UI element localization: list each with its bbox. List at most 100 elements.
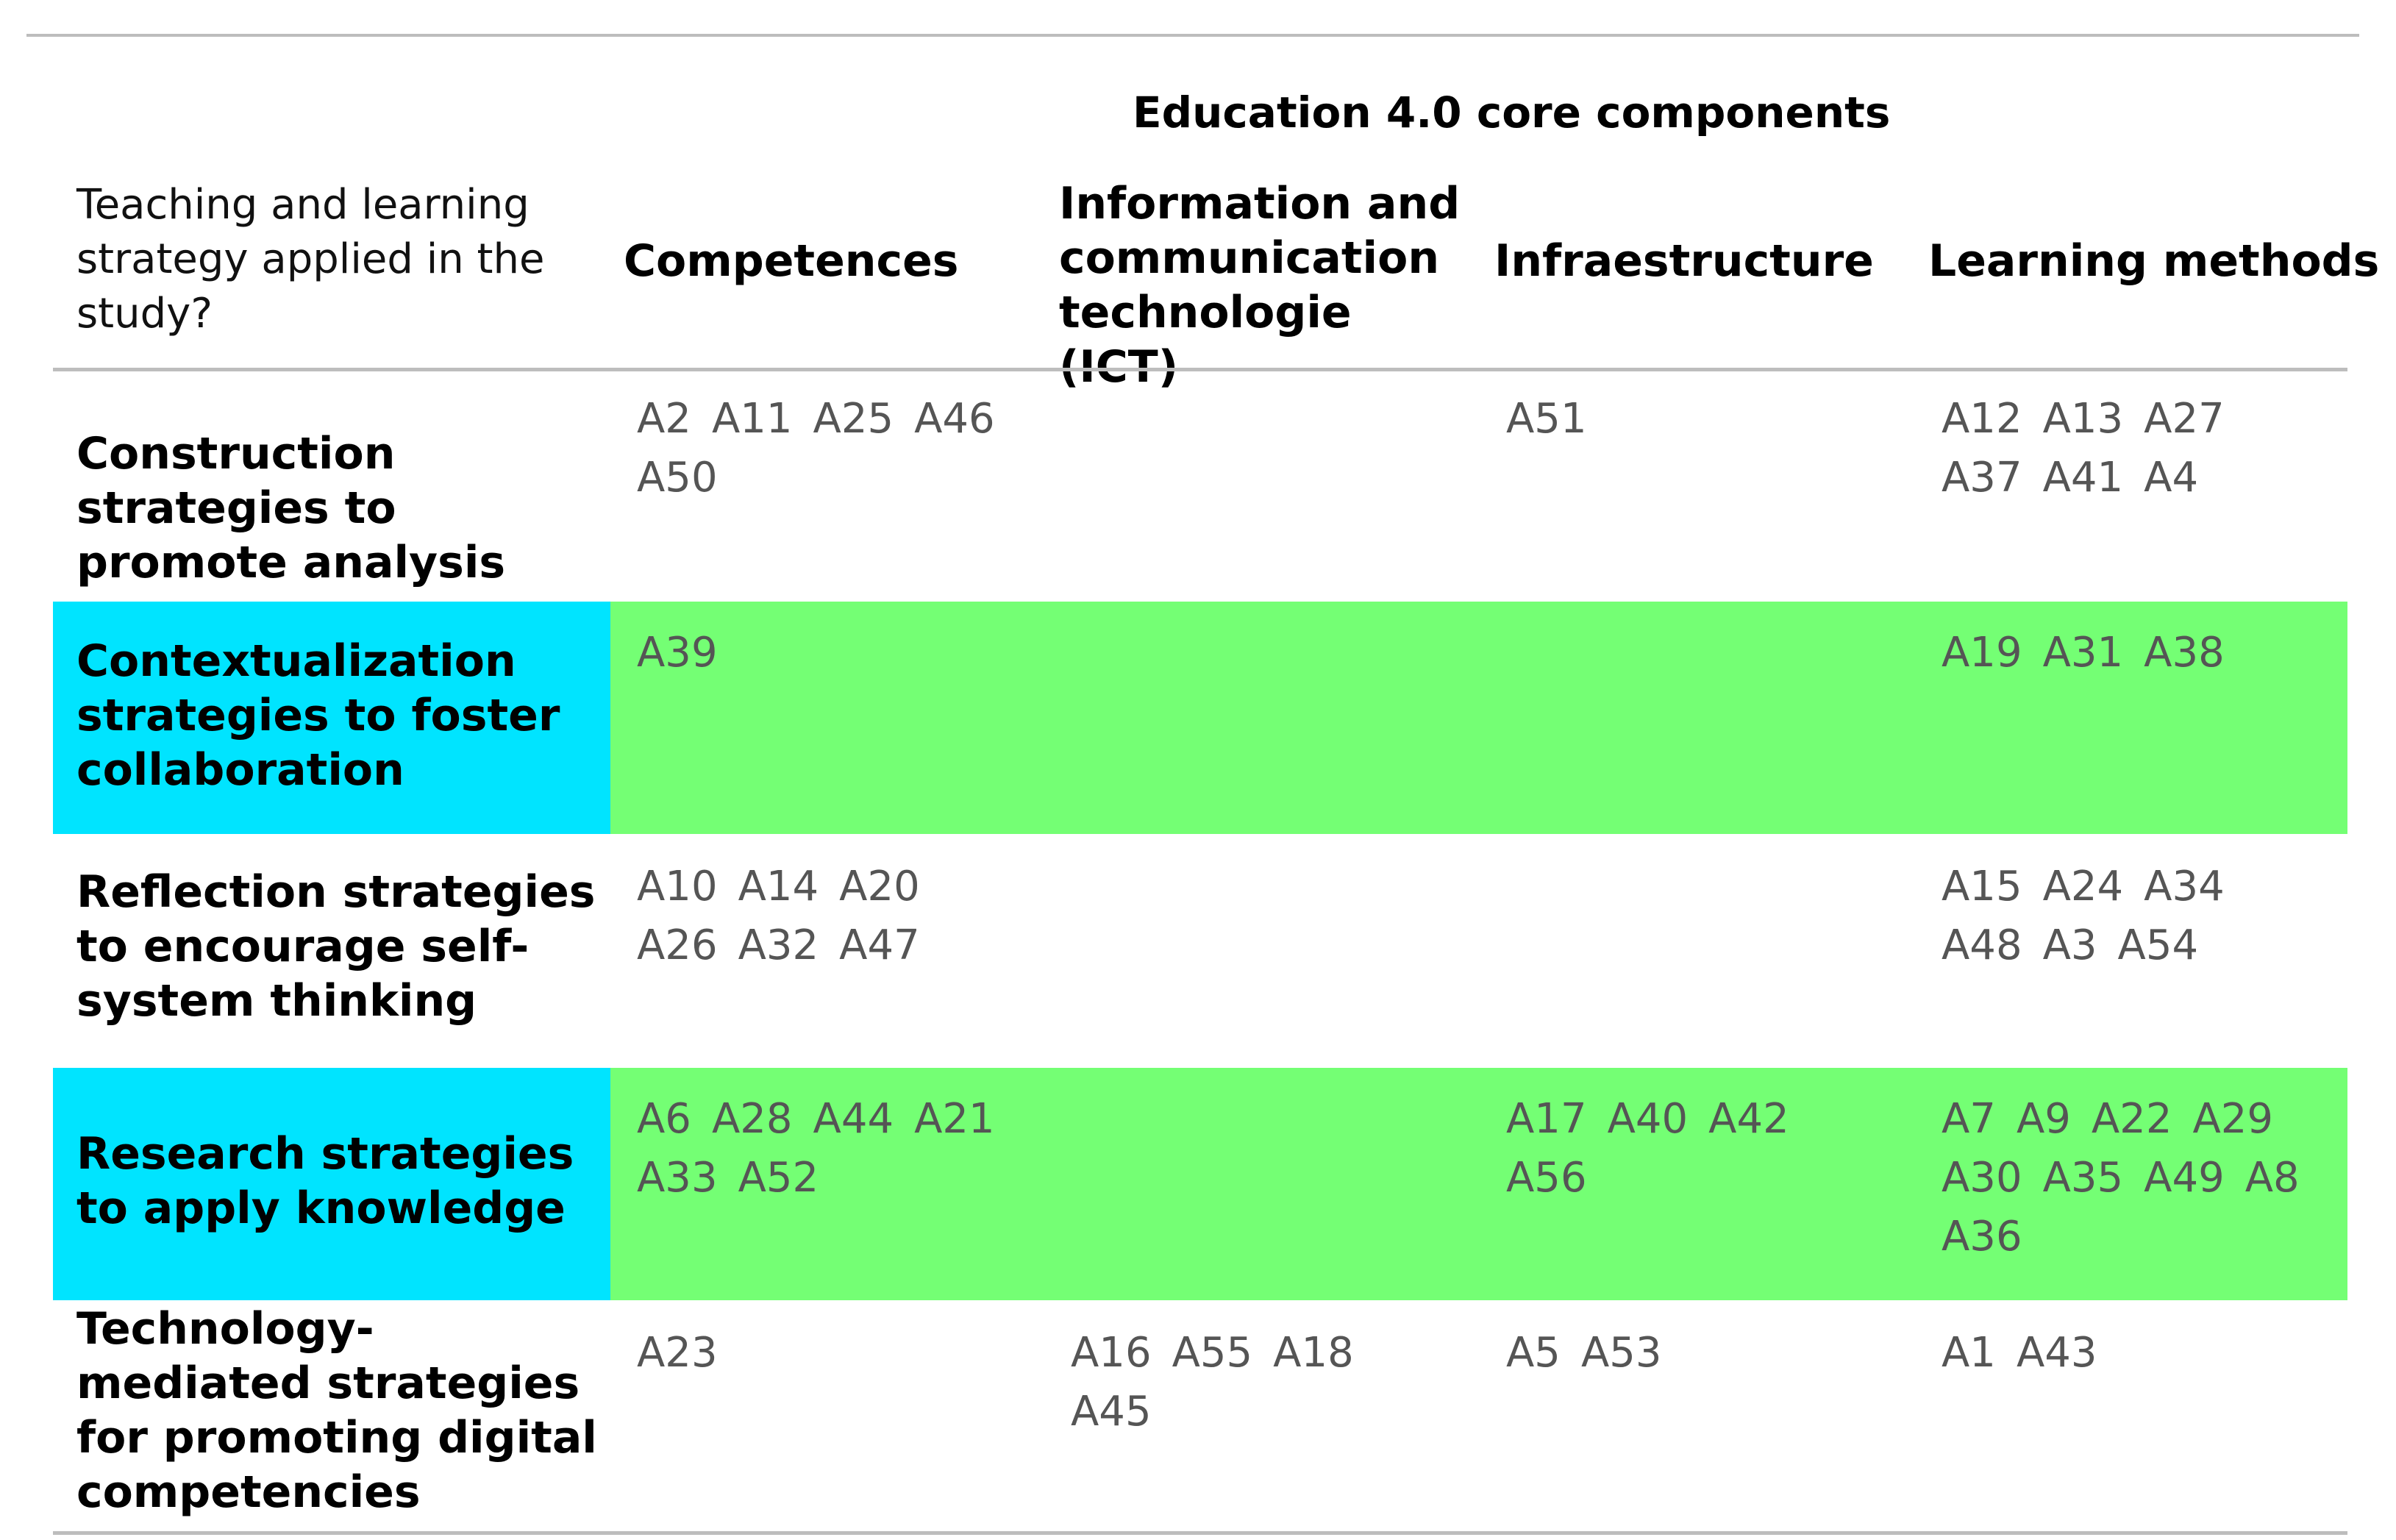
article-ref: A30: [1942, 1154, 2022, 1202]
ref-line: A23: [637, 1324, 718, 1383]
ref-line: A19 A31 A38: [1942, 624, 2225, 682]
article-ref: A9: [2016, 1095, 2071, 1143]
article-ref: A22: [2091, 1095, 2172, 1143]
column-header-infraestructure: Infraestructure: [1494, 235, 1874, 287]
ref-line: A26 A32 A47: [637, 916, 920, 975]
article-ref: A24: [2042, 863, 2124, 910]
strategy-label: Construction strategies to promote analy…: [76, 428, 506, 588]
article-ref: A54: [2117, 921, 2199, 969]
ref-line: A36: [1942, 1208, 2300, 1266]
article-ref: A7: [1942, 1095, 1996, 1143]
article-ref: A10: [637, 863, 718, 910]
article-ref: A44: [813, 1095, 894, 1143]
ref-line: A30 A35 A49 A8: [1942, 1149, 2300, 1208]
article-ref: A4: [2144, 454, 2199, 502]
ref-line: A39: [637, 624, 718, 682]
article-ref: A56: [1506, 1154, 1587, 1202]
article-ref: A14: [738, 863, 819, 910]
strategy-label: Reflection strategies to encourage self-…: [76, 866, 596, 1027]
ref-line: A50: [637, 449, 995, 507]
article-ref: A6: [637, 1095, 691, 1143]
cell-learning-methods: A1 A43: [1942, 1324, 2097, 1383]
article-ref: A5: [1506, 1329, 1561, 1377]
cell-learning-methods: A12 A13 A27 A37 A41 A4: [1942, 390, 2225, 507]
article-ref: A39: [637, 629, 718, 677]
ref-line: A6 A28 A44 A21: [637, 1090, 995, 1149]
cell-competences: A6 A28 A44 A21 A33 A52: [637, 1090, 995, 1208]
article-ref: A36: [1942, 1213, 2022, 1261]
ref-line: A15 A24 A34: [1942, 858, 2225, 916]
ref-line: A33 A52: [637, 1149, 995, 1208]
row-header-label: Teaching and learning strategy applied i…: [76, 181, 545, 338]
column-header-competences: Competences: [624, 235, 959, 287]
article-ref: A51: [1506, 395, 1587, 443]
article-ref: A12: [1942, 395, 2022, 443]
article-ref: A48: [1942, 921, 2022, 969]
article-ref: A32: [738, 921, 819, 969]
article-ref: A40: [1607, 1095, 1689, 1143]
article-ref: A21: [914, 1095, 995, 1143]
article-ref: A26: [637, 921, 718, 969]
cell-competences: A39: [637, 624, 718, 682]
column-group-title: Education 4.0 core components: [1133, 88, 1891, 138]
ref-line: A17 A40 A42: [1506, 1090, 1789, 1149]
cell-competences: A23: [637, 1324, 718, 1383]
article-ref: A27: [2144, 395, 2225, 443]
highlighted-label-cell: [53, 1068, 610, 1300]
article-ref: A47: [839, 921, 920, 969]
article-ref: A31: [2042, 629, 2124, 677]
article-ref: A55: [1172, 1329, 1253, 1377]
article-ref: A46: [914, 395, 995, 443]
table-top-rule: [26, 34, 2359, 37]
ref-line: A1 A43: [1942, 1324, 2097, 1383]
article-ref: A23: [637, 1329, 718, 1377]
article-ref: A8: [2245, 1154, 2300, 1202]
column-header-learning-methods: Learning methods: [1928, 235, 2380, 287]
article-ref: A25: [813, 395, 894, 443]
cell-competences: A2 A11 A25 A46 A50: [637, 390, 995, 507]
ref-line: A37 A41 A4: [1942, 449, 2225, 507]
table-bottom-rule: [53, 1531, 2347, 1535]
highlighted-label-cell: [53, 602, 610, 834]
article-ref: A50: [637, 454, 718, 502]
cell-learning-methods: A7 A9 A22 A29 A30 A35 A49 A8 A36: [1942, 1090, 2300, 1266]
article-ref: A43: [2016, 1329, 2097, 1377]
article-ref: A2: [637, 395, 691, 443]
article-ref: A20: [839, 863, 920, 910]
article-ref: A37: [1942, 454, 2022, 502]
ref-line: A12 A13 A27: [1942, 390, 2225, 449]
cell-learning-methods: A15 A24 A34 A48 A3 A54: [1942, 858, 2225, 975]
article-ref: A28: [711, 1095, 793, 1143]
article-ref: A34: [2144, 863, 2225, 910]
article-ref: A19: [1942, 629, 2022, 677]
article-ref: A18: [1273, 1329, 1354, 1377]
strategy-label: Research strategies to apply knowledge: [76, 1128, 574, 1234]
ref-line: A16 A55 A18: [1071, 1324, 1354, 1383]
cell-infraestructure: A51: [1506, 390, 1587, 449]
article-ref: A42: [1708, 1095, 1789, 1143]
article-ref: A11: [711, 395, 793, 443]
strategy-label: Technology-mediated strategies for promo…: [76, 1303, 597, 1518]
cell-ict: A16 A55 A18 A45: [1071, 1324, 1354, 1441]
ref-line: A7 A9 A22 A29: [1942, 1090, 2300, 1149]
article-ref: A17: [1506, 1095, 1587, 1143]
article-ref: A1: [1942, 1329, 1996, 1377]
article-ref: A33: [637, 1154, 718, 1202]
article-ref: A3: [2042, 921, 2097, 969]
article-ref: A53: [1580, 1329, 1662, 1377]
article-ref: A15: [1942, 863, 2022, 910]
article-ref: A45: [1071, 1388, 1152, 1436]
cell-infraestructure: A5 A53: [1506, 1324, 1662, 1383]
article-ref: A38: [2144, 629, 2225, 677]
article-ref: A35: [2042, 1154, 2124, 1202]
article-ref: A16: [1071, 1329, 1152, 1377]
ref-line: A2 A11 A25 A46: [637, 390, 995, 449]
cell-learning-methods: A19 A31 A38: [1942, 624, 2225, 682]
article-ref: A52: [738, 1154, 819, 1202]
article-ref: A29: [2192, 1095, 2274, 1143]
strategy-label: Contextualization strategies to foster c…: [76, 635, 560, 796]
article-ref: A49: [2144, 1154, 2225, 1202]
article-ref: A41: [2042, 454, 2124, 502]
header-separator-rule: [53, 368, 2347, 371]
ref-line: A51: [1506, 390, 1587, 449]
